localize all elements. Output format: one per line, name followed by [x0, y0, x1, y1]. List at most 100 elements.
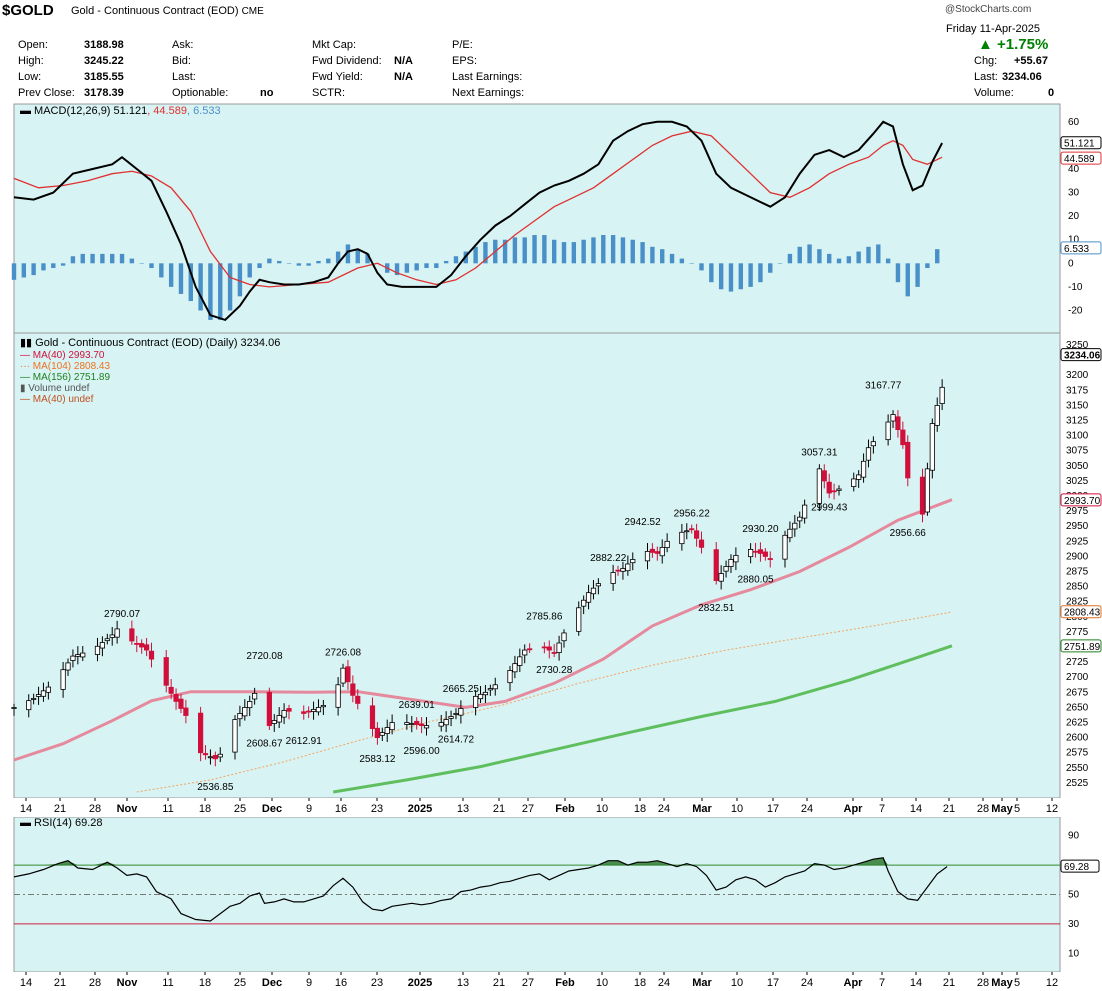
candle-body	[252, 692, 258, 700]
candle-body	[26, 700, 32, 711]
optionable-value: no	[260, 87, 274, 99]
mktcap-label: Mkt Cap:	[312, 39, 357, 51]
x-axis-label: 10	[731, 977, 743, 989]
macd-value-tag	[1060, 151, 1102, 165]
candle-body	[271, 720, 277, 724]
candle-body	[350, 683, 356, 696]
x-axis-label: 5	[1014, 803, 1020, 815]
x-axis-label: 24	[658, 803, 670, 815]
candle-body	[900, 429, 906, 446]
macd-histogram-bar	[718, 263, 724, 290]
macd-histogram-bar	[208, 263, 213, 320]
price-value-tag	[1060, 348, 1102, 362]
macd-histogram-bar	[660, 249, 665, 264]
price-value-tag-label: 2808.43	[1064, 608, 1101, 619]
candle-body	[178, 698, 184, 709]
price-value-tag-label: 2751.89	[1064, 642, 1101, 653]
price-ytick: 2825	[1066, 597, 1089, 608]
x-axis-label: 25	[234, 803, 246, 815]
x-axis-label: 13	[457, 977, 469, 989]
candle-body	[797, 516, 803, 522]
price-annotation: 2790.07	[104, 609, 141, 620]
x-axis-label: 23	[371, 977, 383, 989]
optionable-label: Optionable:	[172, 87, 229, 99]
x-axis-label: 12	[1046, 977, 1058, 989]
price-ytick: 2575	[1066, 748, 1089, 759]
prev-close-label: Prev Close:	[18, 87, 75, 99]
macd-histogram-bar	[159, 263, 164, 278]
low-value: 3185.55	[84, 71, 124, 83]
ma156-line	[332, 644, 953, 794]
open-value: 3188.98	[84, 39, 124, 51]
candle-body	[718, 573, 724, 582]
candle-body	[315, 707, 322, 713]
macd-value-tag-label: 44.589	[1064, 154, 1095, 165]
macd-histogram-bar	[257, 263, 262, 269]
price-annotation: 2726.08	[325, 647, 362, 658]
candle-body	[276, 715, 282, 723]
price-ytick: 2625	[1066, 718, 1089, 729]
x-axis-label: 16	[335, 977, 347, 989]
candle-body	[448, 716, 454, 719]
candle-body	[335, 684, 341, 708]
x-axis-label: Nov	[117, 977, 139, 989]
macd-histogram-bar	[502, 239, 508, 264]
candle-body	[733, 555, 739, 563]
macd-value-tag	[1060, 241, 1102, 255]
chg-value: +55.67	[1014, 55, 1048, 67]
macd-histogram-bar	[768, 263, 773, 273]
x-axis-label: 11	[162, 977, 173, 989]
candle-body	[45, 686, 51, 693]
high-value: 3245.22	[84, 55, 124, 67]
candle-body	[438, 722, 444, 727]
price-legend-item: — MA(40) 2993.70	[20, 350, 105, 361]
macd-histogram-bar	[473, 246, 478, 264]
macd-histogram-bar	[276, 260, 282, 264]
price-panel-bg	[13, 332, 1061, 799]
candle-body	[723, 566, 729, 572]
x-axis-label: May	[991, 803, 1013, 815]
candle-body	[752, 550, 759, 553]
candle-body	[139, 643, 145, 648]
macd-histogram-bar	[267, 258, 272, 264]
last2-label: Last:	[974, 71, 998, 83]
macd-histogram-bar	[80, 253, 85, 264]
date-label: Friday 11-Apr-2025	[946, 23, 1040, 35]
macd-histogram-bar	[443, 260, 449, 264]
candle-body	[35, 694, 42, 697]
candle-body	[689, 528, 695, 531]
candle-body	[281, 710, 287, 718]
candle-body	[929, 423, 935, 471]
candle-body	[473, 695, 479, 708]
candle-body	[31, 697, 37, 700]
price-value-tag	[1060, 493, 1102, 507]
prev-close-value: 3178.39	[84, 87, 124, 99]
candle-body	[698, 539, 705, 548]
candle-body	[787, 528, 793, 539]
candle-body	[865, 447, 872, 461]
price-ytick: 2900	[1066, 551, 1089, 562]
macd-histogram-bar	[591, 237, 596, 264]
candle-body	[679, 531, 685, 545]
x-axis-label: Dec	[262, 977, 282, 989]
candle-body	[836, 488, 842, 491]
price-ytick: 2950	[1066, 521, 1089, 532]
price-annotation: 2730.28	[536, 665, 573, 676]
price-ytick: 2550	[1066, 763, 1089, 774]
candle-body	[60, 669, 66, 690]
macd-histogram-bar	[640, 242, 645, 264]
rsi-value-tag-label: 69.28	[1064, 862, 1089, 873]
macd-histogram-bar	[571, 242, 577, 264]
macd-histogram-bar	[90, 253, 95, 264]
candle-body	[556, 642, 562, 653]
candle-body	[581, 599, 587, 607]
candle-body	[237, 713, 243, 720]
candle-body	[345, 666, 351, 683]
macd-histogram-bar	[394, 263, 400, 276]
x-axis-strip	[0, 972, 1102, 991]
candle-body	[527, 648, 533, 651]
macd-histogram-bar	[758, 263, 763, 283]
price-annotation: 2536.85	[197, 782, 234, 793]
price-value-tag-label: 3234.06	[1064, 351, 1101, 362]
